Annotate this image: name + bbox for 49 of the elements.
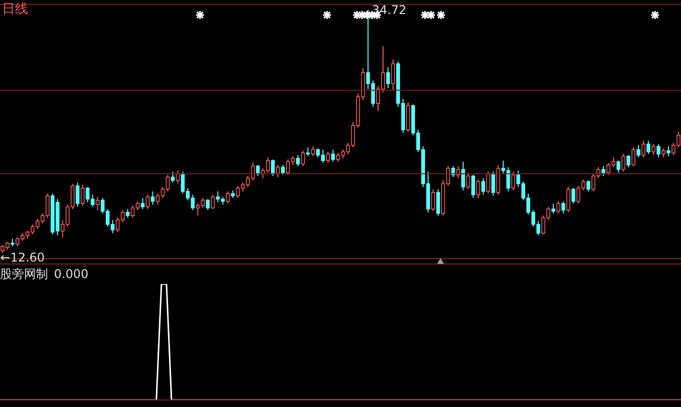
- candlestick: [170, 171, 175, 184]
- candlestick: [256, 164, 260, 176]
- candlestick: [326, 151, 330, 164]
- candlestick: [311, 146, 315, 157]
- candlestick: [281, 164, 285, 176]
- candlestick: [466, 172, 470, 190]
- candlestick: [150, 190, 155, 206]
- candlestick: [551, 203, 556, 214]
- candlestick: [626, 154, 630, 168]
- candlestick: [646, 140, 650, 154]
- candlestick: [632, 146, 636, 167]
- candlestick: [476, 178, 480, 198]
- candlestick: [431, 188, 436, 212]
- candlestick: [276, 164, 280, 178]
- candlestick: [601, 166, 606, 176]
- candlestick: [226, 190, 230, 204]
- candlestick: [206, 198, 210, 211]
- candlestick: [270, 159, 275, 176]
- candlestick: [656, 144, 660, 158]
- candlestick: [386, 66, 390, 88]
- candlestick: [140, 198, 145, 210]
- candlestick: [556, 200, 560, 214]
- annotation: ←12.60: [0, 250, 45, 265]
- candlestick: [331, 149, 335, 162]
- candlestick: [146, 194, 150, 210]
- candlestick: [511, 171, 516, 191]
- candlestick: [642, 140, 646, 158]
- chart-title: 股旁网制: [0, 267, 48, 281]
- candlestick: [471, 174, 476, 198]
- candlestick: [566, 186, 570, 213]
- candlestick: [391, 58, 395, 91]
- candlestick: [76, 182, 80, 208]
- candlestick: [571, 188, 576, 204]
- candlestick: [666, 146, 670, 157]
- candlestick: [301, 150, 305, 167]
- candlestick: [436, 188, 440, 216]
- candlestick: [561, 200, 566, 214]
- text: 0.000: [54, 267, 88, 281]
- candlestick: [80, 184, 85, 206]
- candlestick: [652, 144, 656, 156]
- candlestick: [481, 178, 486, 196]
- candlestick: [296, 154, 300, 167]
- candlestick: [616, 160, 620, 174]
- candlestick: [210, 194, 215, 210]
- candlestick: [586, 180, 590, 192]
- candlestick: [96, 196, 100, 211]
- chart-subtitle: 日线: [2, 1, 28, 18]
- candlestick: [622, 154, 626, 172]
- candlestick: [636, 144, 640, 158]
